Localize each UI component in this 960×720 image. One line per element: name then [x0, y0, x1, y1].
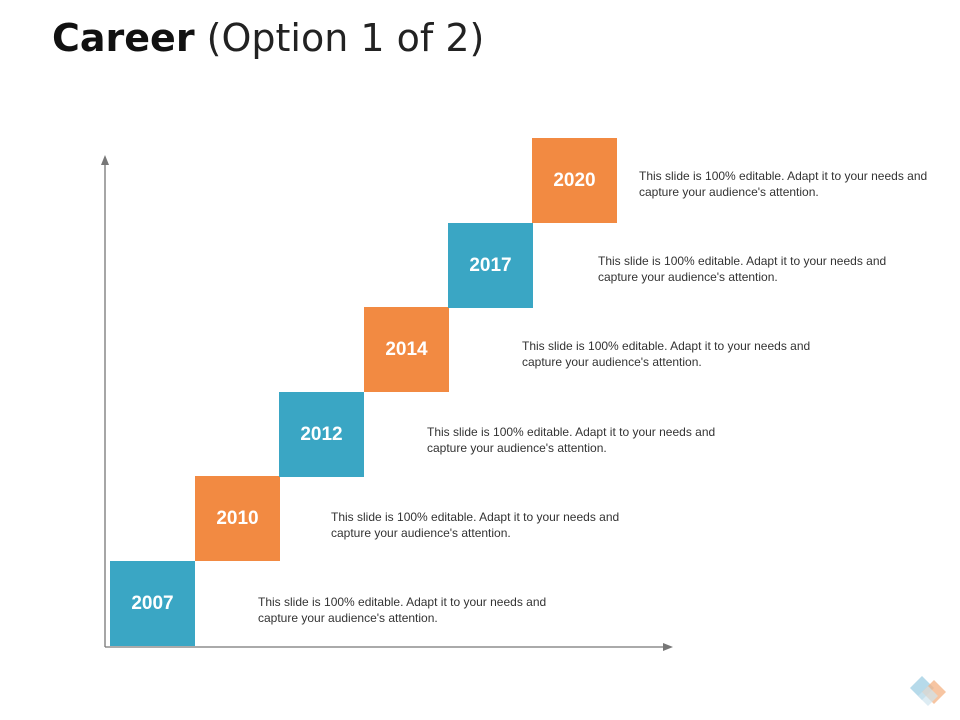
step-box-2010: 2010 — [195, 476, 280, 561]
y-axis-arrow-icon — [101, 155, 109, 165]
diamond-logo-icon — [910, 676, 946, 706]
step-year: 2017 — [469, 254, 512, 276]
step-year: 2014 — [385, 338, 428, 360]
step-box-2020: 2020 — [532, 138, 617, 223]
step-box-2017: 2017 — [448, 223, 533, 308]
step-description: This slide is 100% editable. Adapt it to… — [427, 425, 716, 455]
title-bold: Career — [52, 16, 195, 60]
step-box-2014: 2014 — [364, 307, 449, 392]
step-description: This slide is 100% editable. Adapt it to… — [331, 510, 620, 540]
step-year: 2007 — [131, 592, 174, 614]
step-description: This slide is 100% editable. Adapt it to… — [639, 169, 928, 199]
step-year: 2010 — [216, 507, 259, 529]
step-description: This slide is 100% editable. Adapt it to… — [258, 595, 547, 625]
step-box-2012: 2012 — [279, 392, 364, 477]
step-year: 2020 — [553, 169, 596, 191]
step-description: This slide is 100% editable. Adapt it to… — [522, 339, 811, 369]
x-axis-arrow-icon — [663, 643, 673, 651]
slide-title: Career (Option 1 of 2) — [52, 16, 484, 60]
title-light: (Option 1 of 2) — [206, 16, 485, 60]
step-year: 2012 — [300, 423, 343, 445]
step-box-2007: 2007 — [110, 561, 195, 646]
step-description: This slide is 100% editable. Adapt it to… — [598, 254, 887, 284]
